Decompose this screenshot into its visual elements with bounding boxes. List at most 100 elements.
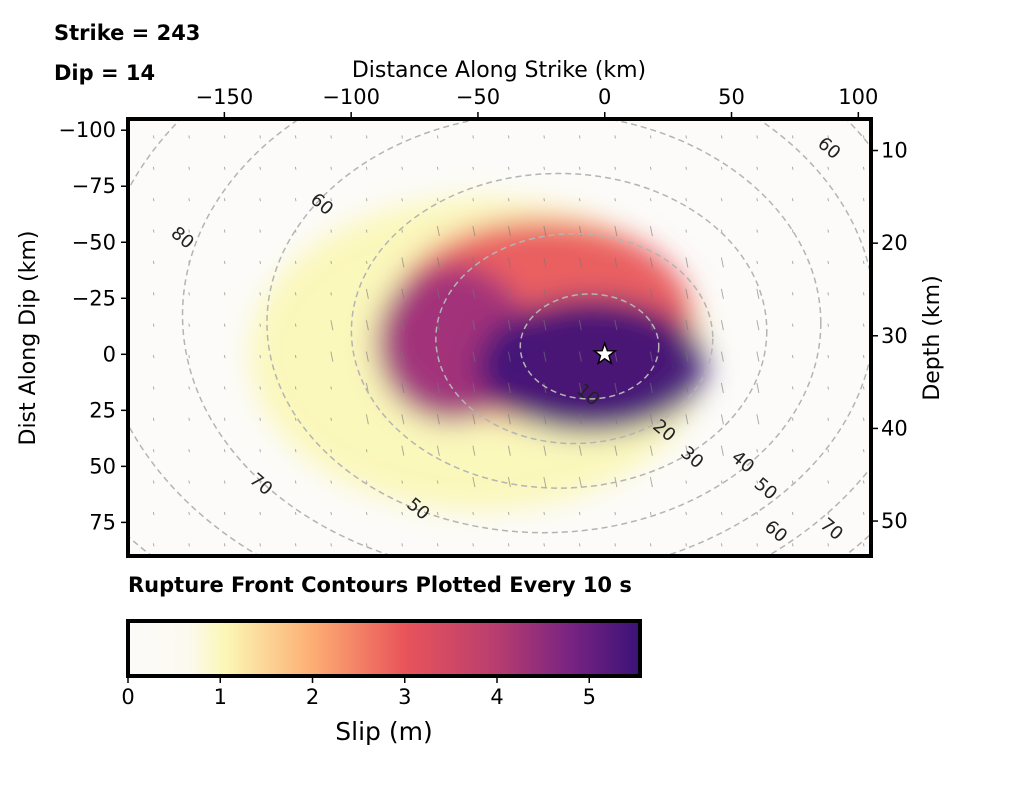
colorbar-tick-label: 5 xyxy=(583,685,596,709)
rake-arrow xyxy=(614,257,618,268)
rake-arrow xyxy=(507,225,511,237)
rake-arrow xyxy=(223,292,226,296)
rake-arrow xyxy=(330,198,332,202)
rake-arrow xyxy=(472,225,476,237)
rake-arrow xyxy=(543,543,545,547)
rake-arrow xyxy=(223,229,226,233)
rake-arrow xyxy=(507,135,510,139)
rake-arrow xyxy=(649,351,653,362)
rake-arrow xyxy=(791,449,794,453)
rake-arrow xyxy=(720,257,724,268)
rake-arrow xyxy=(543,257,547,268)
y-tick-label: −50 xyxy=(72,230,116,254)
rake-arrow xyxy=(685,382,689,394)
rake-arrow xyxy=(223,543,226,547)
rake-arrow xyxy=(223,480,226,484)
rake-arrow xyxy=(720,320,724,331)
colorbar-tick-label: 0 xyxy=(121,685,134,709)
rake-arrow xyxy=(862,198,865,202)
rake-arrow xyxy=(614,382,618,394)
rake-arrow xyxy=(365,260,368,265)
rake-arrow xyxy=(543,511,545,516)
rake-arrow xyxy=(330,543,332,547)
rake-arrow xyxy=(649,225,653,237)
rake-arrow xyxy=(578,476,582,488)
depth-tick-label: 30 xyxy=(881,324,908,348)
colorbar-ticks: 0 1 2 3 4 5 xyxy=(121,676,596,709)
rake-arrow xyxy=(472,414,476,425)
rake-arrow xyxy=(259,511,261,516)
rupture-front-contours xyxy=(128,119,871,556)
rake-arrow xyxy=(791,511,794,516)
rake-arrow xyxy=(756,382,760,394)
x-tick-label: 50 xyxy=(718,85,745,109)
rake-arrow xyxy=(578,414,582,425)
rake-arrow xyxy=(188,386,190,390)
rake-arrow xyxy=(720,480,723,484)
rake-arrow xyxy=(401,257,405,268)
rake-arrow xyxy=(330,260,332,265)
rake-arrow xyxy=(862,229,865,233)
rake-arrow xyxy=(756,351,760,362)
rake-arrow xyxy=(614,445,618,456)
rake-arrow xyxy=(756,320,760,331)
contour-line xyxy=(519,293,660,400)
rake-arrow xyxy=(188,229,190,233)
rake-arrow xyxy=(223,449,226,453)
rake-arrow xyxy=(365,414,369,425)
rake-arrow xyxy=(862,135,865,139)
rake-arrow xyxy=(791,543,794,547)
rake-arrow xyxy=(578,198,581,202)
rake-arrow xyxy=(862,260,865,265)
rake-arrow xyxy=(436,225,440,237)
rake-arrow xyxy=(543,382,547,394)
rake-arrow xyxy=(330,292,332,296)
rake-arrow xyxy=(188,543,190,547)
rake-arrow xyxy=(472,445,476,456)
rake-arrow xyxy=(152,229,155,233)
contour-line xyxy=(435,232,714,445)
rake-arrow xyxy=(720,166,723,170)
rake-arrow xyxy=(294,417,297,421)
rake-arrow xyxy=(507,166,510,170)
rake-arrow xyxy=(720,511,723,516)
rake-arrow xyxy=(827,323,829,327)
rake-arrow xyxy=(472,166,474,170)
rake-arrow xyxy=(685,166,687,170)
rake-arrow xyxy=(578,288,582,299)
rake-arrow xyxy=(152,480,155,484)
rake-arrow xyxy=(756,135,758,139)
rake-arrow xyxy=(756,166,758,170)
rake-arrow xyxy=(188,480,190,484)
rake-arrow xyxy=(685,414,689,425)
rake-arrow xyxy=(365,511,368,516)
rake-arrow xyxy=(649,382,653,394)
rake-arrow xyxy=(791,198,794,202)
rake-arrow xyxy=(472,288,476,299)
colorbar-label: Slip (m) xyxy=(335,717,432,746)
rake-arrow xyxy=(827,480,829,484)
rake-arrow xyxy=(401,229,403,233)
rake-arrow xyxy=(259,543,261,547)
rake-arrow xyxy=(223,135,226,139)
rake-arrow xyxy=(188,292,190,296)
y-tick-label: 75 xyxy=(89,510,116,534)
rake-arrow xyxy=(365,449,368,453)
rake-arrow xyxy=(365,480,368,484)
rake-arrow xyxy=(649,288,653,299)
rake-arrow xyxy=(152,260,155,265)
rake-arrow xyxy=(578,135,581,139)
rake-arrow xyxy=(223,323,226,327)
rake-arrow xyxy=(259,198,261,202)
rake-arrow xyxy=(294,135,297,139)
colorbar-tick-label: 4 xyxy=(490,685,503,709)
rake-arrow xyxy=(791,229,794,233)
contour-line xyxy=(266,119,822,534)
hypocenter-star xyxy=(592,341,618,366)
rake-arrow xyxy=(472,135,474,139)
slip-patch xyxy=(477,298,707,433)
colorbar-tick-label: 2 xyxy=(306,685,319,709)
rake-arrow xyxy=(436,166,439,170)
